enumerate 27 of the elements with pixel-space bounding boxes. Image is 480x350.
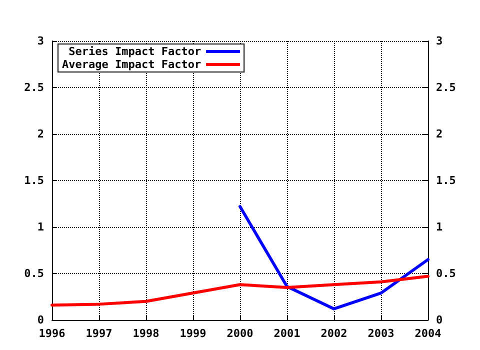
legend-label: Average Impact Factor [62, 58, 202, 71]
x-tick-label: 2000 [226, 327, 254, 340]
y2-tick-label: 0 [436, 314, 443, 326]
y-tick-label: 0 [37, 314, 44, 326]
line-series [238, 205, 430, 310]
y2-tick-label: 1 [436, 220, 443, 234]
y-tick-label: 1.5 [24, 174, 44, 187]
y2-tick-label: 3 [436, 34, 443, 48]
y2-tick-label: 2.5 [436, 81, 456, 94]
y-tick-label: 3 [37, 34, 44, 48]
y-tick-label: 1 [37, 220, 44, 234]
x-tick-label: 2004 [414, 327, 442, 340]
legend-label: Series Impact Factor [68, 45, 202, 58]
y-tick-label: 0.5 [24, 267, 44, 280]
x-tick-label: 1997 [86, 327, 112, 340]
x-tick-label: 1999 [180, 327, 206, 340]
x-tick-label: 1998 [132, 327, 160, 340]
x-tick-label: 2003 [368, 327, 394, 340]
x-tick-label: 2002 [320, 327, 348, 340]
y2-tick-label: 0.5 [436, 267, 456, 280]
y-tick-label: 2.5 [24, 81, 44, 94]
x-tick-label: 2001 [274, 327, 301, 340]
x-tick-label: 1996 [38, 327, 66, 340]
y2-tick-label: 2 [436, 128, 443, 140]
y-tick-label: 2 [37, 128, 44, 140]
line-series [50, 274, 430, 307]
y2-tick-label: 1.5 [436, 174, 456, 187]
